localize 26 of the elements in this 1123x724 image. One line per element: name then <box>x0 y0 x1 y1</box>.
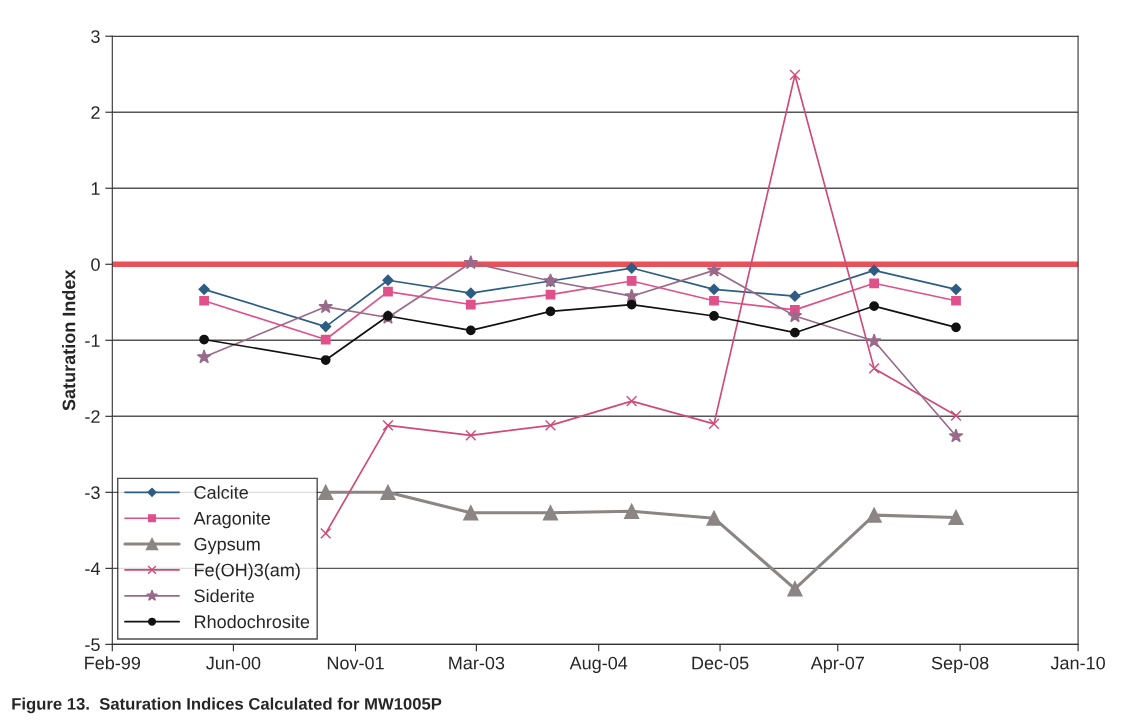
y-tick-label: -4 <box>85 562 100 575</box>
y-tick-label: 3 <box>91 30 100 43</box>
y-tick-label: -2 <box>85 410 100 423</box>
y-tick-label: -3 <box>85 486 100 500</box>
legend-label: Aragonite <box>193 511 271 529</box>
x-tick-label: Jun-00 <box>206 656 261 670</box>
x-tick-label: Jan-10 <box>1050 656 1105 670</box>
x-tick-label: Feb-99 <box>85 656 141 670</box>
legend-label: Siderite <box>194 589 254 603</box>
y-tick-label: 1 <box>91 182 100 195</box>
y-tick-label: -1 <box>85 334 100 347</box>
legend-label: Fe(OH)3(am) <box>195 563 300 580</box>
caption: Figure 13. Saturation Indices Calculated for MW1005P <box>12 697 442 714</box>
x-tick-label: Sep-08 <box>931 656 989 673</box>
x-tick-label: Apr-07 <box>810 656 864 673</box>
legend-label: Calcite <box>194 485 248 499</box>
x-tick-label: Nov-01 <box>327 656 384 670</box>
x-tick-label: Mar-03 <box>449 656 505 670</box>
legend-label: Rhodochrosite <box>195 614 310 629</box>
x-tick-label: Dec-05 <box>692 656 749 670</box>
y-tick-label: 2 <box>91 106 100 119</box>
x-tick-label: Aug-04 <box>569 656 628 673</box>
y-tick-label: 0 <box>91 258 100 271</box>
y-tick-label: -5 <box>85 638 100 652</box>
y-axis-title: Saturation Index <box>62 269 76 411</box>
legend-label: Gypsum <box>194 537 260 555</box>
